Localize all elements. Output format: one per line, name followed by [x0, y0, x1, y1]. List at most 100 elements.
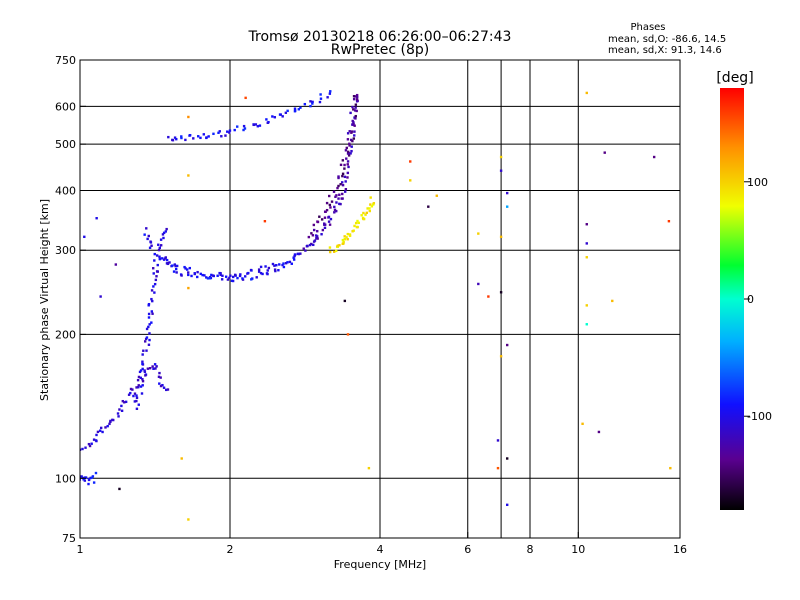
- data-point: [328, 194, 331, 198]
- data-point: [140, 392, 144, 395]
- data-point: [81, 447, 84, 451]
- data-point: [346, 138, 350, 141]
- data-point: [652, 155, 656, 159]
- data-point: [147, 234, 150, 238]
- data-point: [145, 227, 148, 230]
- colorbar-ticks: 100 0 -100: [744, 176, 772, 423]
- data-point: [117, 415, 120, 418]
- data-point: [162, 231, 166, 235]
- data-point: [323, 210, 327, 213]
- data-point: [234, 274, 237, 277]
- data-point: [109, 419, 112, 423]
- data-point: [143, 369, 146, 372]
- data-point: [175, 271, 178, 274]
- data-point: [156, 270, 160, 273]
- data-point: [356, 219, 359, 223]
- data-point: [505, 191, 509, 195]
- data-point: [151, 312, 154, 315]
- y-axis-label: Stationary phase Virtual Height [km]: [38, 199, 51, 401]
- data-point: [259, 271, 263, 275]
- data-point: [344, 188, 348, 191]
- data-point: [346, 171, 350, 175]
- data-point: [319, 93, 322, 96]
- data-point: [92, 481, 96, 484]
- grid-lines: [80, 60, 680, 538]
- data-point: [282, 265, 286, 269]
- data-point: [505, 457, 509, 460]
- data-point: [292, 256, 295, 259]
- data-point: [499, 291, 503, 294]
- data-point: [135, 399, 138, 403]
- data-point: [328, 223, 332, 226]
- data-point: [205, 276, 208, 279]
- data-point: [325, 201, 329, 205]
- data-point: [255, 276, 258, 279]
- data-point: [312, 228, 316, 232]
- data-point: [352, 137, 356, 140]
- data-point: [321, 228, 325, 232]
- x-tick-label: 1: [77, 543, 84, 556]
- data-point: [99, 295, 102, 298]
- data-point: [151, 299, 154, 303]
- data-point: [499, 155, 503, 159]
- data-point: [231, 279, 235, 283]
- data-point: [155, 254, 159, 257]
- data-point: [217, 131, 220, 135]
- data-point: [409, 179, 412, 182]
- data-point: [236, 276, 239, 280]
- data-point: [220, 278, 224, 281]
- data-point: [96, 430, 100, 434]
- data-point: [348, 130, 351, 133]
- data-point: [148, 338, 151, 342]
- data-point: [293, 110, 297, 113]
- data-point: [259, 265, 263, 269]
- data-point: [135, 396, 139, 399]
- data-point: [267, 266, 271, 270]
- data-point: [210, 273, 213, 277]
- data-point: [166, 261, 170, 265]
- data-point: [153, 252, 156, 256]
- data-point: [346, 333, 350, 336]
- y-tick-label: 100: [55, 472, 76, 485]
- data-point: [123, 401, 126, 404]
- data-point: [250, 269, 253, 272]
- data-point: [318, 215, 321, 218]
- data-point: [149, 241, 153, 244]
- data-point: [145, 336, 149, 339]
- data-point: [352, 108, 355, 111]
- data-point: [329, 217, 333, 221]
- data-point: [477, 232, 480, 235]
- data-point: [585, 91, 588, 95]
- data-point: [141, 384, 144, 387]
- data-point: [335, 201, 338, 204]
- data-point: [153, 291, 156, 294]
- data-point: [307, 235, 311, 239]
- data-point: [137, 386, 140, 389]
- data-point: [669, 466, 672, 470]
- data-point: [143, 233, 146, 236]
- data-point: [332, 250, 336, 253]
- data-point: [196, 270, 199, 274]
- data-point: [336, 244, 340, 247]
- data-point: [135, 394, 138, 397]
- data-point: [136, 378, 140, 382]
- data-point: [146, 237, 149, 241]
- data-point: [158, 371, 161, 375]
- data-point: [349, 152, 352, 155]
- data-point: [354, 221, 358, 225]
- y-tick-label: 400: [55, 184, 76, 197]
- data-point: [197, 135, 200, 138]
- data-point: [266, 272, 269, 276]
- data-point: [347, 154, 351, 157]
- data-point: [82, 478, 85, 481]
- data-point: [173, 136, 177, 139]
- data-point: [274, 269, 277, 273]
- data-point: [477, 282, 480, 286]
- data-point: [328, 250, 332, 254]
- y-tick-label: 200: [55, 328, 76, 341]
- data-point: [83, 235, 86, 239]
- data-point: [154, 278, 158, 282]
- data-point: [84, 446, 87, 449]
- data-point: [353, 109, 357, 112]
- data-point: [196, 275, 199, 279]
